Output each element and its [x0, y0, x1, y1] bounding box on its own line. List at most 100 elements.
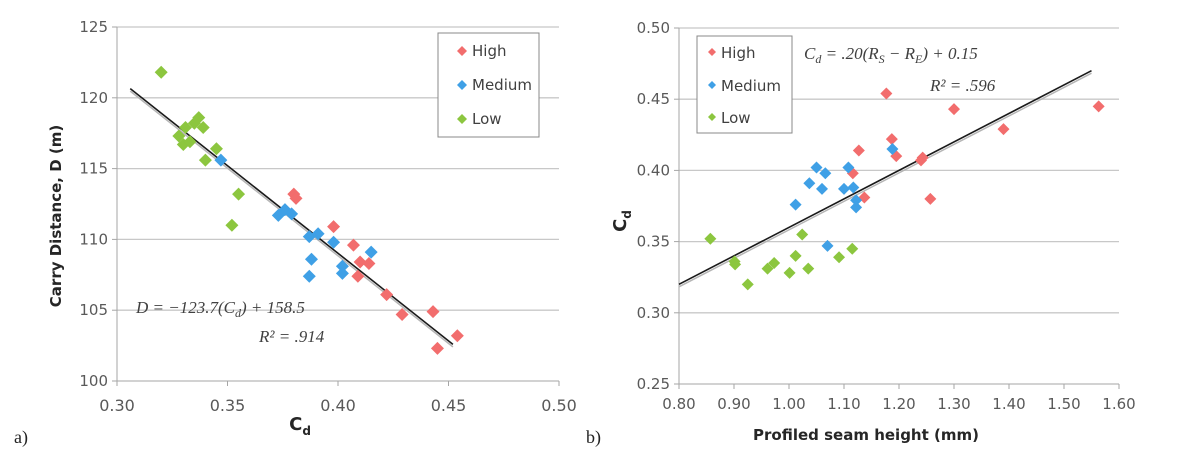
b-equation: Cd = .20(RS − RE) + 0.15: [804, 44, 978, 66]
data-point-low: [789, 249, 802, 262]
x-tick-label: 1.40: [992, 395, 1025, 413]
series-medium: [789, 143, 899, 252]
data-point-medium: [819, 167, 832, 180]
series-high: [846, 87, 1105, 205]
data-point-high: [327, 220, 341, 234]
data-point-low: [225, 218, 239, 232]
a-legend-high-label: High: [472, 42, 506, 60]
b-y-axis-title-main: C: [610, 219, 631, 232]
data-point-high: [450, 329, 464, 343]
y-tick-label: 0.50: [637, 19, 670, 37]
data-point-high: [362, 256, 376, 270]
b-y-axis-title-sub: d: [620, 210, 634, 219]
data-point-medium: [847, 181, 860, 194]
x-tick-label: 1.30: [937, 395, 970, 413]
data-point-low: [741, 278, 754, 291]
b-legend-medium-marker-icon: [708, 81, 716, 89]
b-equation-end: ) + 0.15: [921, 44, 977, 63]
b-x-tick-labels: 0.80 0.90 1.00 1.10 1.20 1.30 1.40 1.50 1.60: [662, 395, 1135, 413]
y-tick-label: 0.30: [637, 304, 670, 322]
data-point-low: [768, 256, 781, 269]
data-point-high: [885, 133, 898, 146]
y-tick-label: 125: [79, 18, 108, 36]
data-point-low: [192, 111, 206, 125]
trendline-shadow: [678, 72, 1092, 288]
a-legend-box: [437, 32, 540, 138]
x-tick-label: 0.45: [431, 396, 467, 415]
a-legend-low-label: Low: [472, 110, 502, 128]
x-tick-label: 0.50: [541, 396, 577, 415]
b-equation-mid: − R: [885, 44, 916, 63]
a-equation-sub: d: [235, 306, 242, 320]
y-tick-label: 0.35: [637, 233, 670, 251]
x-tick-label: 1.10: [827, 395, 860, 413]
data-point-medium: [311, 227, 325, 241]
x-tick-label: 0.30: [99, 396, 135, 415]
b-r-squared: R² = .596: [929, 76, 996, 95]
b-equation-sub: d: [815, 52, 822, 66]
series-low: [154, 65, 246, 232]
x-tick-label: 1.00: [772, 395, 805, 413]
y-tick-label: 105: [79, 301, 108, 319]
a-legend: High Medium Low: [437, 32, 540, 138]
data-point-high: [852, 144, 865, 157]
series-medium: [214, 153, 378, 283]
b-y-axis-title: Cd: [610, 210, 634, 232]
x-tick-label: 0.80: [662, 395, 695, 413]
data-point-low: [783, 266, 796, 279]
data-point-high: [948, 103, 960, 116]
a-data-points: [154, 65, 464, 355]
a-legend-low-marker-icon: [457, 114, 467, 124]
b-legend-medium-label: Medium: [721, 77, 781, 95]
y-tick-label: 0.40: [637, 161, 670, 179]
data-point-medium: [335, 259, 349, 273]
x-tick-label: 1.60: [1102, 395, 1135, 413]
data-point-low: [179, 121, 193, 135]
b-axes: [674, 27, 1120, 389]
a-x-tick-labels: 0.30 0.35 0.40 0.45 0.50: [99, 396, 577, 415]
data-point-high: [380, 288, 394, 302]
b-legend-high-marker-icon: [708, 48, 716, 56]
data-point-high: [353, 255, 367, 269]
a-y-tick-labels: 100 105 110 115 120 125: [79, 18, 108, 390]
data-point-high: [1092, 100, 1105, 113]
y-tick-label: 110: [79, 230, 108, 248]
data-point-medium: [803, 177, 816, 190]
data-point-medium: [842, 161, 855, 174]
b-legend-high-label: High: [721, 44, 755, 62]
data-point-high: [426, 305, 440, 319]
data-point-medium: [327, 235, 341, 249]
b-equation-main: C: [804, 44, 816, 63]
a-x-axis-title-main: C: [289, 414, 302, 435]
a-y-axis-title: Carry Distance, D (m): [47, 125, 65, 307]
b-equation-tail: = .20(R: [821, 44, 879, 63]
data-point-low: [846, 242, 859, 255]
trendline: [678, 70, 1092, 286]
data-point-high: [351, 269, 365, 283]
b-equation-sub-s: S: [879, 52, 885, 66]
data-point-low: [833, 251, 846, 264]
a-legend-high-marker-icon: [457, 46, 467, 56]
data-point-medium: [302, 269, 316, 283]
data-point-medium: [850, 201, 863, 214]
a-x-axis-title-sub: d: [302, 424, 311, 438]
b-legend-low-label: Low: [721, 109, 751, 127]
data-point-low: [183, 135, 197, 149]
y-tick-label: 120: [79, 89, 108, 107]
data-point-medium: [886, 143, 899, 156]
data-point-medium: [214, 153, 228, 167]
b-data-points: [704, 87, 1105, 291]
data-point-medium: [285, 207, 299, 221]
data-point-medium: [304, 252, 318, 266]
data-point-medium: [821, 239, 834, 252]
data-point-high: [346, 238, 360, 252]
data-point-low: [796, 228, 809, 241]
data-point-low: [729, 258, 742, 271]
data-point-low: [198, 153, 212, 167]
data-point-medium: [816, 182, 828, 195]
a-x-axis-title: Cd: [289, 414, 311, 438]
data-point-high: [915, 154, 927, 167]
data-point-high: [395, 307, 409, 321]
